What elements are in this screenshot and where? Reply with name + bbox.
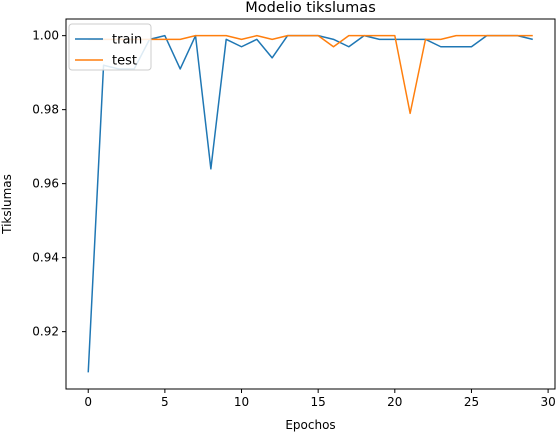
legend-label-test: test (112, 54, 137, 69)
x-tick-label: 5 (161, 395, 169, 409)
legend-label-train: train (112, 33, 142, 48)
x-tick-label: 30 (540, 395, 555, 409)
legend: train test (68, 23, 152, 71)
x-tick-label: 20 (387, 395, 402, 409)
x-axis-ticks: 0 5 10 15 20 25 30 (84, 389, 556, 409)
chart-title: Modelio tikslumas (245, 0, 376, 16)
legend-box (68, 23, 152, 71)
plot-area-frame (65, 18, 556, 390)
x-tick-label: 0 (84, 395, 92, 409)
y-axis-ticks: 0.92 0.94 0.96 0.98 1.00 (32, 29, 66, 339)
series-line-test (88, 34, 533, 115)
x-tick-label: 15 (311, 395, 326, 409)
y-tick-label: 0.98 (32, 103, 59, 117)
y-axis-title: Tikslumas (0, 174, 14, 235)
y-tick-label: 0.94 (32, 251, 59, 265)
series-lines (87, 34, 533, 373)
x-axis-title: Epochos (285, 418, 335, 432)
x-tick-label: 10 (234, 395, 249, 409)
y-tick-label: 0.96 (32, 177, 59, 191)
x-tick-label: 25 (464, 395, 479, 409)
y-tick-label: 1.00 (32, 29, 59, 43)
y-tick-label: 0.92 (32, 325, 59, 339)
